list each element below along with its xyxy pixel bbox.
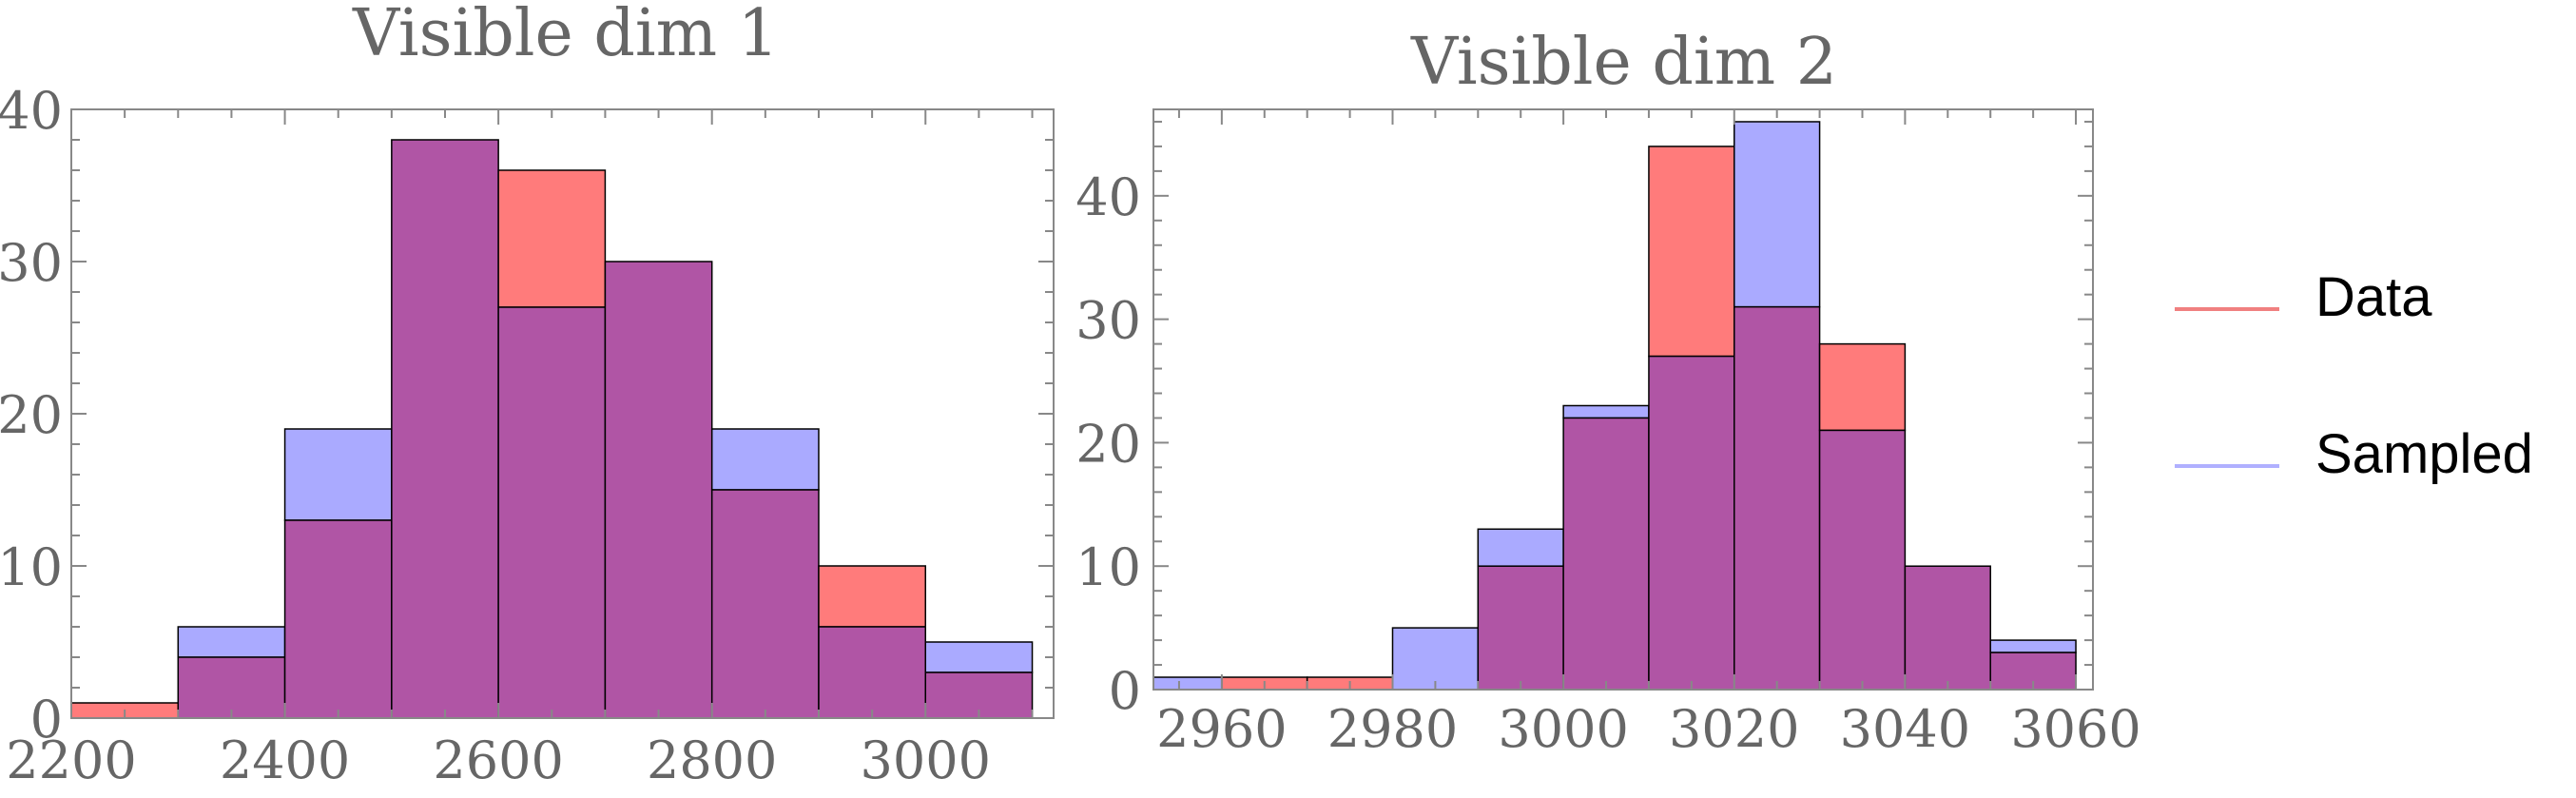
overlap-bar: [1562, 417, 1650, 691]
overlap-bar: [177, 656, 286, 719]
ticks-group: 2200 2400 2600 2800 3000 0 10 20 30 40: [0, 81, 1054, 790]
x-tick-label: 2200: [6, 730, 136, 790]
data-excess-bar: [1648, 146, 1735, 358]
plot-frame: [1152, 108, 2094, 691]
x-tick-label: 3000: [861, 730, 991, 790]
y-tick-label: 20: [0, 385, 63, 445]
data-excess-bar: [497, 169, 607, 308]
overlap-bar: [818, 626, 927, 719]
x-tick-label: 3060: [2010, 699, 2140, 759]
sampled-excess-bar: [1733, 121, 1821, 308]
bars-group: [1152, 121, 2077, 691]
overlap-bar: [1904, 565, 1991, 691]
x-tick-label: 2980: [1327, 699, 1458, 759]
sampled-excess-bar: [924, 641, 1034, 673]
x-tick-label: 3020: [1669, 699, 1799, 759]
overlap-bar: [283, 519, 393, 719]
y-tick-label: 30: [0, 233, 63, 293]
overlap-bar: [1648, 355, 1735, 691]
overlap-bar: [604, 261, 713, 719]
sampled-excess-bar: [283, 428, 393, 521]
sampled-excess-bar: [710, 428, 820, 491]
overlap-bar: [710, 489, 820, 719]
overlap-bar: [1477, 565, 1564, 691]
chart-title: Visible dim 1: [352, 0, 779, 71]
data-excess-bar: [1818, 342, 1907, 432]
histogram-panel-dim1: Visible dim 1 2200 2400 2600 2800 3000 0 10 20 3…: [0, 0, 1055, 790]
x-tick-label: 2800: [647, 730, 777, 790]
y-tick-label: 20: [1075, 414, 1141, 474]
sampled-excess-bar: [1391, 627, 1480, 691]
sampled-excess-bar: [1562, 404, 1650, 419]
sampled-excess-bar: [177, 626, 286, 658]
sampled-excess-bar: [1152, 676, 1223, 691]
y-tick-label: 0: [1109, 661, 1141, 721]
y-tick-label: 0: [30, 690, 63, 749]
y-tick-label: 40: [1075, 167, 1141, 227]
sampled-excess-bar: [1477, 528, 1564, 567]
overlap-bar: [1818, 429, 1907, 691]
legend: Data Sampled: [2175, 266, 2533, 485]
x-tick-label: 2400: [220, 730, 350, 790]
y-tick-label: 40: [0, 81, 63, 141]
x-tick-label: 2600: [433, 730, 563, 790]
overlap-bar: [391, 139, 499, 719]
x-tick-label: 3040: [1840, 699, 1970, 759]
legend-item-data: Data: [2175, 266, 2432, 328]
y-tick-label: 10: [0, 537, 63, 597]
overlap-bar: [1733, 305, 1821, 691]
sampled-excess-bar: [1989, 639, 2077, 653]
data-excess-bar: [818, 565, 927, 628]
y-tick-label: 10: [1075, 537, 1141, 597]
x-tick-label: 3000: [1498, 699, 1628, 759]
overlap-bar: [497, 306, 607, 719]
bars-group: [70, 139, 1034, 719]
histogram-panel-dim2: Visible dim 2 2960 2980 3000 3020 3040 306001…: [1075, 25, 2140, 759]
legend-label-data: Data: [2315, 266, 2432, 328]
legend-item-sampled: Sampled: [2175, 423, 2533, 485]
chart-title: Visible dim 2: [1410, 25, 1837, 100]
x-tick-label: 2960: [1156, 699, 1287, 759]
legend-label-sampled: Sampled: [2315, 423, 2533, 485]
y-tick-label: 30: [1075, 291, 1141, 351]
